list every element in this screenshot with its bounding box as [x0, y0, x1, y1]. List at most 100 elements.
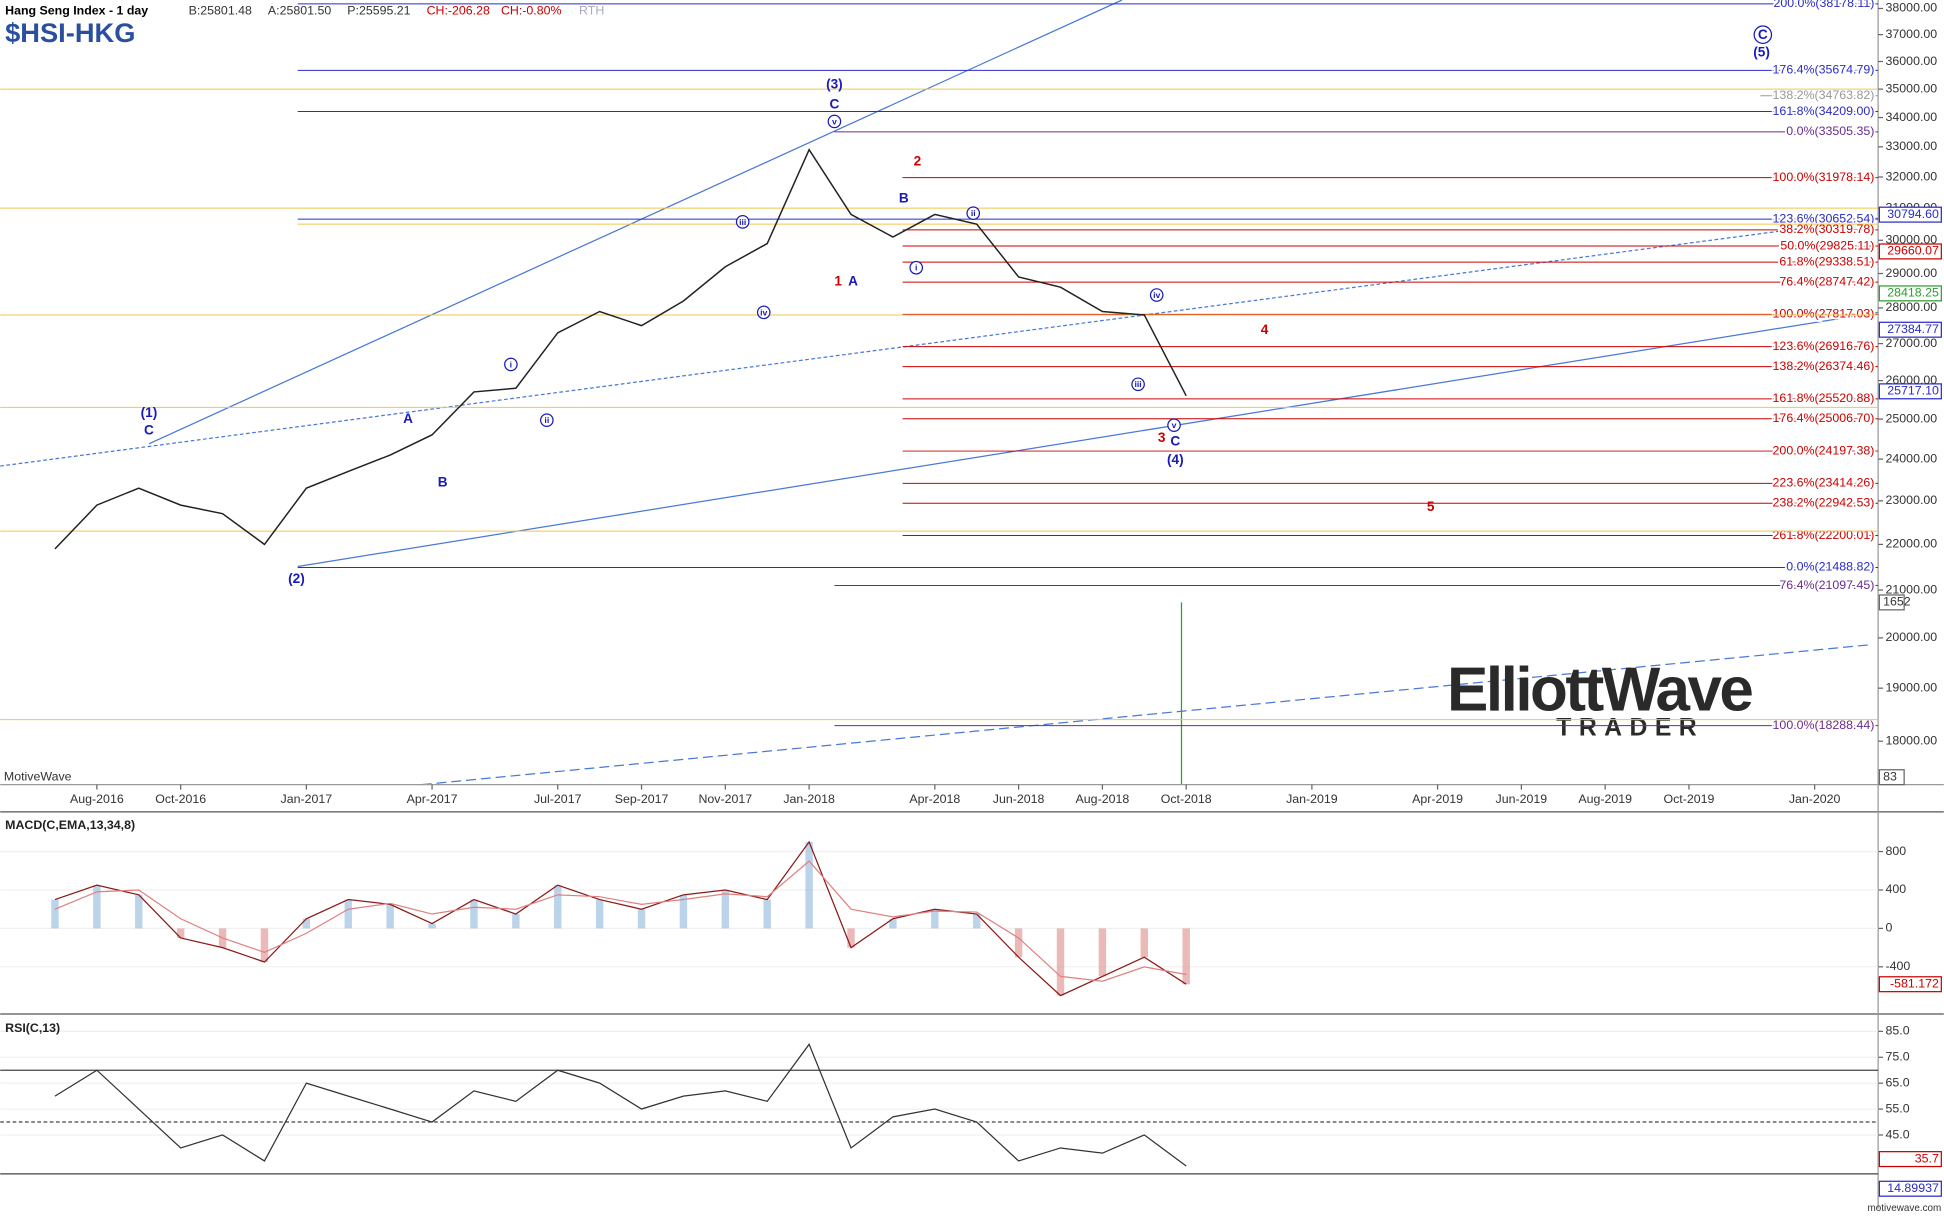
histogram-bar	[176, 928, 185, 939]
panel-title: RSI(C,13)	[5, 1021, 60, 1035]
data-line	[54, 860, 1187, 982]
y-tick-label: 800	[1886, 844, 1907, 858]
fib-label: 176.4%(35674.79)	[1773, 63, 1875, 77]
fib-label: 238.2%(22942.53)	[1773, 496, 1875, 510]
y-tick-label: 37000.00	[1886, 27, 1938, 41]
fib-label: 223.6%(23414.26)	[1773, 476, 1875, 490]
trend-line	[297, 311, 1879, 568]
trend-line	[421, 643, 1872, 786]
histogram-bar	[344, 899, 352, 929]
symbol: $HSI-HKG	[5, 17, 135, 48]
fib-label: 123.6%(30652.54)	[1773, 211, 1875, 225]
y-tick-label: -400	[1886, 959, 1911, 973]
value-box-label: 28418.25	[1887, 286, 1939, 300]
wave-circle	[504, 357, 518, 372]
x-tick-label: Aug-2019	[1578, 792, 1632, 806]
x-tick-label: Jan-2019	[1286, 792, 1338, 806]
wave-label: v	[1172, 420, 1177, 430]
wave-label: C	[1170, 433, 1180, 448]
wave-label: (5)	[1753, 44, 1770, 59]
y-tick-label: 65.0	[1886, 1075, 1910, 1089]
y-tick-label: 30000.00	[1886, 233, 1938, 247]
wave-circle	[966, 206, 981, 221]
value-box	[1878, 1151, 1942, 1168]
histogram-bar	[679, 894, 688, 929]
wave-circle	[540, 413, 554, 428]
footer: motivewave.com	[1868, 1203, 1942, 1214]
value-box	[1878, 383, 1942, 400]
y-tick-label: 27000.00	[1886, 336, 1938, 350]
wave-label: B	[899, 191, 909, 206]
x-tick-label: Jan-2017	[281, 792, 333, 806]
y-tick-label: 22000.00	[1886, 537, 1938, 551]
value-box-label: 14.89937	[1887, 1181, 1939, 1195]
value-box-label: -581.172	[1890, 976, 1939, 990]
x-tick-label: Oct-2019	[1664, 792, 1715, 806]
fib-label: 261.8%(22200.01)	[1773, 528, 1875, 542]
side-label: 1652	[1883, 595, 1911, 609]
wave-label: iv	[760, 307, 767, 317]
x-tick-label: Jun-2019	[1496, 792, 1548, 806]
histogram-bar	[972, 913, 981, 929]
y-tick-label: 400	[1886, 882, 1907, 896]
fib-label: 176.4%(25006.70)	[1773, 411, 1875, 425]
x-tick-label: Oct-2016	[155, 792, 206, 806]
wave-label: A	[403, 411, 413, 426]
y-tick-label: 28000.00	[1886, 300, 1938, 314]
fib-label: 200.0%(24197.38)	[1773, 443, 1875, 457]
value-box-label: 29660.07	[1887, 244, 1939, 258]
histogram-bar	[1056, 928, 1065, 996]
wave-label: v	[832, 116, 837, 126]
wave-circle	[1149, 288, 1164, 302]
fib-label: 61.8%(29338.51)	[1779, 254, 1874, 268]
panel-title: MACD(C,EMA,13,34,8)	[5, 818, 135, 832]
y-tick-label: 75.0	[1886, 1050, 1910, 1064]
wave-circle	[827, 114, 842, 129]
x-tick-label: Jan-2020	[1789, 792, 1841, 806]
x-tick-label: Nov-2017	[698, 792, 752, 806]
wave-label: iv	[1153, 290, 1160, 300]
wave-label: C	[829, 96, 839, 111]
histogram-bar	[512, 913, 520, 929]
histogram-bar	[260, 928, 269, 963]
wave-circle	[1131, 377, 1145, 392]
fib-label: 138.2%(34763.82)	[1773, 88, 1875, 102]
histogram-bar	[595, 899, 604, 929]
value-box-label: 27384.77	[1887, 322, 1939, 336]
y-tick-label: 38000.00	[1886, 1, 1938, 15]
y-tick-label: 24000.00	[1886, 451, 1938, 465]
value-box	[1878, 285, 1942, 302]
y-tick-label: 0	[1886, 921, 1893, 935]
fib-label: 138.2%(26374.46)	[1773, 359, 1875, 373]
value-box-label: 35.7	[1915, 1151, 1939, 1165]
wave-label: (1)	[141, 405, 158, 420]
wave-label: (4)	[1167, 452, 1184, 467]
fib-label: 100.0%(18288.44)	[1773, 718, 1875, 732]
x-tick-label: Jul-2017	[534, 792, 582, 806]
value-box-label: 25717.10	[1887, 384, 1939, 398]
fib-label: 76.4%(28747.42)	[1779, 274, 1874, 288]
y-tick-label: 85.0	[1886, 1024, 1910, 1038]
y-tick-label: 21000.00	[1886, 582, 1938, 596]
fib-label: 161.8%(25520.88)	[1773, 391, 1875, 405]
histogram-bar	[135, 894, 143, 929]
wave-circle	[1167, 418, 1181, 432]
wave-label: 5	[1427, 499, 1435, 514]
bid: B:25801.48	[189, 3, 252, 17]
y-tick-label: 34000.00	[1886, 110, 1938, 124]
logo-sub: TRADER	[1556, 714, 1704, 741]
wave-label: (2)	[288, 571, 305, 586]
histogram-bar	[889, 918, 897, 929]
wave-label: C	[144, 422, 154, 437]
wave-label: A	[848, 274, 858, 289]
x-tick-label: Apr-2018	[909, 792, 960, 806]
y-tick-label: 18000.00	[1886, 733, 1938, 747]
wave-label: i	[510, 359, 512, 369]
y-tick-label: 32000.00	[1886, 169, 1938, 183]
value-box-label: 30794.60	[1887, 207, 1939, 221]
prev: P:25595.21	[347, 3, 410, 17]
histogram-bar	[1014, 928, 1023, 958]
